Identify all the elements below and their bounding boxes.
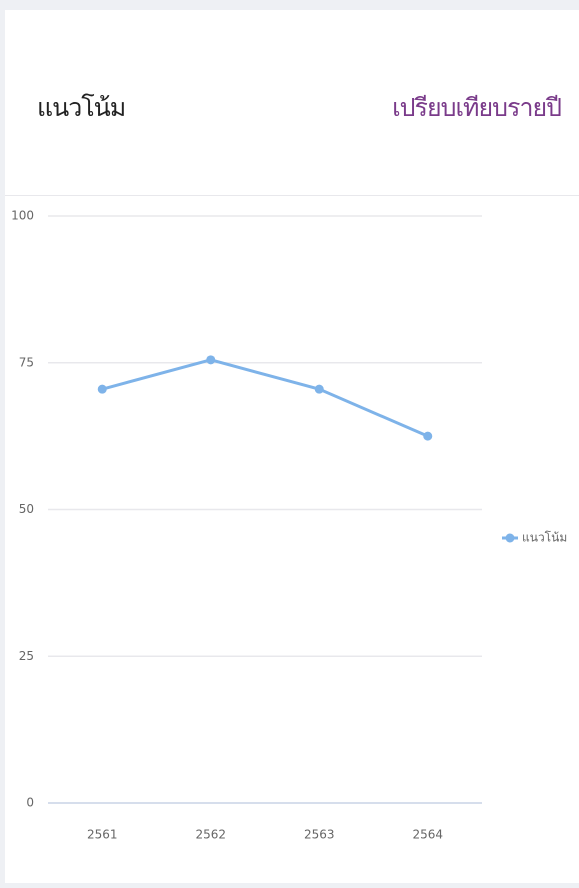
line <box>101 358 429 438</box>
point <box>97 384 107 394</box>
compare-link[interactable]: เปรียบเทียบรายปี <box>392 93 562 122</box>
legend-label: แนวโน้ม <box>522 531 567 545</box>
x-tick-label: 2564 <box>412 828 443 842</box>
y-tick-label: 75 <box>19 355 34 369</box>
point <box>206 355 216 365</box>
legend-marker <box>505 533 515 543</box>
point <box>314 384 324 394</box>
card-header: แนวโน้ม เปรียบเทียบรายปี <box>5 10 579 196</box>
y-tick-label: 100 <box>11 209 34 223</box>
y-tick-label: 25 <box>19 649 34 663</box>
x-tick-label: 2561 <box>87 828 118 842</box>
y-tick-label: 0 <box>26 796 34 810</box>
card-title: แนวโน้ม <box>37 93 126 122</box>
card: แนวโน้ม เปรียบเทียบรายปี <box>5 10 579 883</box>
x-tick-label: 2563 <box>304 828 335 842</box>
x-tick-label: 2562 <box>195 828 226 842</box>
point <box>423 431 433 441</box>
y-tick-label: 50 <box>19 502 34 516</box>
